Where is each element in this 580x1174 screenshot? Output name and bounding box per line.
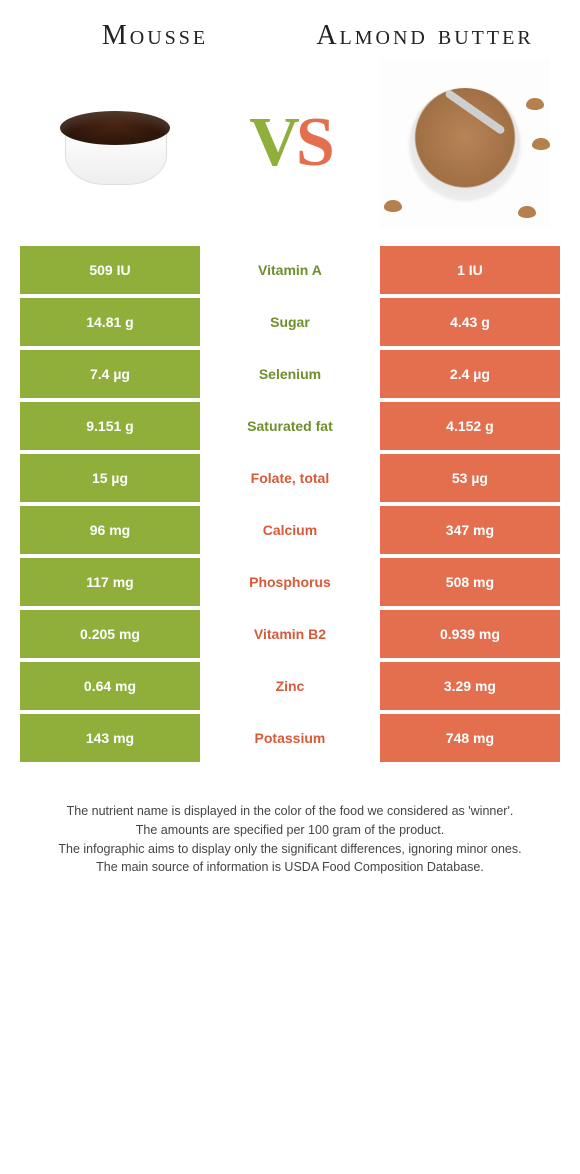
right-value: 1 IU: [380, 246, 560, 294]
right-value: 748 mg: [380, 714, 560, 762]
vs-label: VS: [249, 103, 331, 183]
nutrient-row: 15 µgFolate, total53 µg: [20, 454, 560, 502]
left-food-title: Mousse: [34, 20, 277, 52]
nutrient-row: 9.151 gSaturated fat4.152 g: [20, 402, 560, 450]
right-value: 2.4 µg: [380, 350, 560, 398]
nutrient-name: Vitamin A: [200, 246, 380, 294]
nutrient-name: Potassium: [200, 714, 380, 762]
nutrient-row: 14.81 gSugar4.43 g: [20, 298, 560, 346]
left-value: 509 IU: [20, 246, 200, 294]
right-value: 53 µg: [380, 454, 560, 502]
header-titles: Mousse Almond butter: [20, 20, 560, 52]
nutrient-name: Vitamin B2: [200, 610, 380, 658]
infographic: Mousse Almond butter VS 509 IUVitamin A1…: [0, 0, 580, 907]
left-value: 143 mg: [20, 714, 200, 762]
nutrient-name: Saturated fat: [200, 402, 380, 450]
nutrient-name: Phosphorus: [200, 558, 380, 606]
nutrient-row: 7.4 µgSelenium2.4 µg: [20, 350, 560, 398]
nutrient-row: 0.205 mgVitamin B20.939 mg: [20, 610, 560, 658]
footer-line: The amounts are specified per 100 gram o…: [30, 821, 550, 840]
right-value: 347 mg: [380, 506, 560, 554]
right-food-image: [370, 58, 560, 228]
nutrient-row: 143 mgPotassium748 mg: [20, 714, 560, 762]
right-food-title: Almond butter: [304, 20, 547, 52]
nutrient-name: Folate, total: [200, 454, 380, 502]
vs-s: S: [296, 104, 331, 181]
footer-line: The main source of information is USDA F…: [30, 858, 550, 877]
images-row: VS: [20, 58, 560, 228]
nutrient-row: 96 mgCalcium347 mg: [20, 506, 560, 554]
left-value: 7.4 µg: [20, 350, 200, 398]
right-value: 508 mg: [380, 558, 560, 606]
left-value: 15 µg: [20, 454, 200, 502]
right-value: 0.939 mg: [380, 610, 560, 658]
nutrient-name: Sugar: [200, 298, 380, 346]
left-value: 0.205 mg: [20, 610, 200, 658]
nutrient-table: 509 IUVitamin A1 IU14.81 gSugar4.43 g7.4…: [20, 246, 560, 762]
left-value: 9.151 g: [20, 402, 200, 450]
right-value: 4.43 g: [380, 298, 560, 346]
vs-v: V: [249, 104, 296, 181]
left-value: 14.81 g: [20, 298, 200, 346]
right-value: 4.152 g: [380, 402, 560, 450]
left-value: 117 mg: [20, 558, 200, 606]
footer-line: The infographic aims to display only the…: [30, 840, 550, 859]
footer-notes: The nutrient name is displayed in the co…: [20, 802, 560, 877]
nutrient-row: 0.64 mgZinc3.29 mg: [20, 662, 560, 710]
left-value: 0.64 mg: [20, 662, 200, 710]
nutrient-name: Zinc: [200, 662, 380, 710]
left-value: 96 mg: [20, 506, 200, 554]
footer-line: The nutrient name is displayed in the co…: [30, 802, 550, 821]
nutrient-name: Selenium: [200, 350, 380, 398]
nutrient-name: Calcium: [200, 506, 380, 554]
nutrient-row: 509 IUVitamin A1 IU: [20, 246, 560, 294]
right-value: 3.29 mg: [380, 662, 560, 710]
left-food-image: [20, 58, 210, 228]
nutrient-row: 117 mgPhosphorus508 mg: [20, 558, 560, 606]
